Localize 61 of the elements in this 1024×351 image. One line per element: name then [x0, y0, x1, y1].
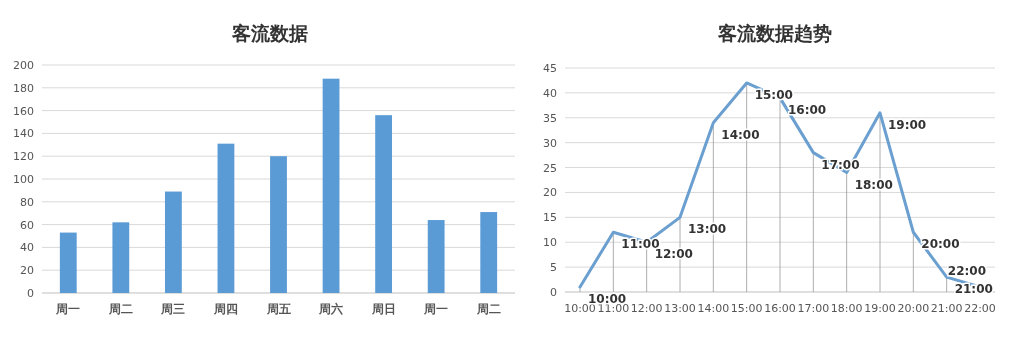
- chart-title: 客流数据趋势: [717, 22, 832, 44]
- x-tick-label: 20:00: [897, 302, 930, 315]
- x-tick-label: 17:00: [797, 302, 830, 315]
- x-tick-label: 周二: [475, 302, 501, 316]
- annotation: 13:00: [688, 222, 727, 237]
- x-tick-label: 12:00: [630, 302, 663, 315]
- x-tick-label: 18:00: [830, 302, 863, 315]
- x-tick-label: 16:00: [764, 302, 796, 315]
- chart-title: 客流数据: [231, 22, 308, 44]
- y-tick-label: 45: [543, 62, 557, 75]
- bar: [375, 115, 393, 293]
- x-tick-label: 周二: [107, 302, 133, 316]
- annotation: 16:00: [788, 102, 827, 117]
- x-tick-label: 22:00: [964, 302, 996, 315]
- annotation: 12:00: [654, 247, 693, 262]
- y-tick-label: 40: [543, 86, 557, 100]
- x-tick-label: 15:00: [730, 302, 763, 315]
- x-tick-label: 14:00: [697, 302, 730, 315]
- y-tick-label: 30: [543, 136, 557, 150]
- bar: [164, 191, 182, 293]
- bar: [112, 222, 130, 293]
- bar: [217, 143, 235, 293]
- x-tick-label: 19:00: [864, 302, 896, 315]
- x-tick-label: 21:00: [930, 302, 963, 315]
- y-tick-label: 20: [543, 186, 557, 200]
- y-tick-label: 80: [20, 195, 34, 209]
- y-tick-label: 100: [13, 173, 34, 186]
- x-tick-label: 周日: [370, 302, 396, 316]
- bar: [480, 212, 498, 293]
- x-tick-label: 周六: [318, 302, 344, 316]
- bar: [59, 232, 77, 293]
- y-tick-label: 25: [543, 161, 557, 175]
- bar: [322, 78, 340, 293]
- x-tick-label: 周五: [265, 302, 291, 316]
- x-tick-label: 周三: [160, 302, 186, 316]
- y-tick-label: 35: [543, 111, 557, 125]
- annotation: 20:00: [921, 237, 960, 252]
- y-tick-label: 15: [543, 211, 557, 225]
- y-tick-label: 40: [20, 241, 34, 255]
- y-tick-label: 180: [13, 81, 34, 95]
- y-tick-label: 0: [27, 287, 34, 300]
- annotation: 14:00: [721, 127, 760, 142]
- y-tick-label: 200: [13, 59, 34, 72]
- x-tick-label: 周四: [212, 302, 238, 316]
- x-tick-label: 周一: [423, 302, 449, 316]
- bar: [427, 220, 445, 293]
- annotation: 19:00: [888, 117, 927, 132]
- y-tick-label: 0: [550, 286, 557, 299]
- x-tick-label: 周一: [55, 302, 81, 316]
- x-tick-label: 13:00: [664, 302, 696, 315]
- y-tick-label: 5: [550, 261, 557, 275]
- bar: [270, 156, 287, 293]
- y-tick-label: 160: [13, 104, 34, 118]
- annotation: 18:00: [854, 177, 893, 192]
- y-tick-label: 20: [20, 264, 34, 278]
- y-tick-label: 140: [13, 127, 34, 141]
- y-tick-label: 10: [543, 236, 557, 250]
- annotation: 22:00: [947, 264, 986, 279]
- y-tick-label: 120: [13, 150, 34, 164]
- y-tick-label: 60: [20, 218, 34, 232]
- annotation: 21:00: [954, 282, 993, 297]
